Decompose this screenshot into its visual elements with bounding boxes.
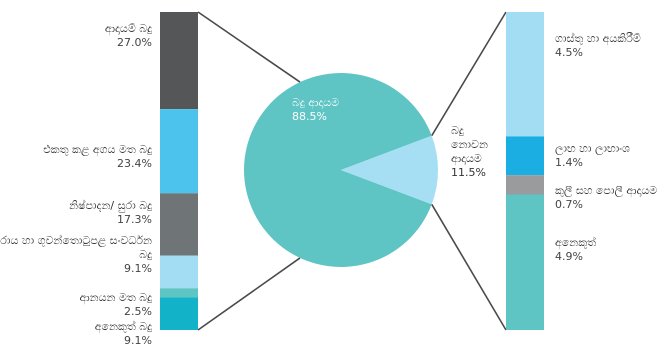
left-bar-segment-3	[160, 255, 198, 289]
left-label-import: ආනයන මත බදු 2.5%	[79, 291, 153, 318]
connector-line-2	[431, 11, 507, 137]
pie-slice-0	[243, 73, 432, 267]
right-bar-segment-2	[506, 175, 544, 195]
connector-line-0	[197, 11, 301, 83]
left-label-income-tax: ආදායම් බදු 27.0%	[104, 22, 152, 49]
left-bar-segment-2	[160, 193, 198, 256]
left-bar-segment-5	[160, 297, 198, 330]
left-bar-segment-4	[160, 288, 198, 298]
pie-label-non-tax-revenue: බදු නොවන ආදායම 11.5%	[451, 124, 488, 179]
pie-label-tax-revenue: බදු ආදායම 88.5%	[292, 96, 340, 123]
right-label-other: අනෙකුත් 4.9%	[555, 236, 597, 263]
connector-line-3	[431, 203, 507, 331]
right-label-profits: ලාභ හා ලාභාංශ 1.4%	[555, 142, 630, 169]
left-bar-segment-1	[160, 109, 198, 194]
left-label-other-tax: අනෙකුත් බදු 9.1%	[94, 320, 152, 347]
right-label-fees: ගාස්තු හා අයකිරීම් 4.5%	[555, 32, 641, 59]
right-bar-segment-0	[506, 12, 544, 137]
pie-slice-1	[341, 135, 438, 205]
left-label-vat: එකතු කළ අගය මත බදු 23.4%	[43, 143, 152, 170]
right-label-rent-interest: කුලී සහ පොලී ආදායම 0.7%	[555, 184, 658, 211]
left-label-port-airport: වරාය හා ගුවන්තොටුපළ සංවර්ධන බදු 9.1%	[0, 234, 152, 275]
right-bar-segment-1	[506, 136, 544, 176]
left-label-excise: නිෂ්පාදන/ සුරා බදු 17.3%	[69, 199, 152, 226]
left-bar-segment-0	[160, 12, 198, 110]
right-bar-segment-3	[506, 194, 544, 330]
connector-line-1	[197, 257, 301, 331]
